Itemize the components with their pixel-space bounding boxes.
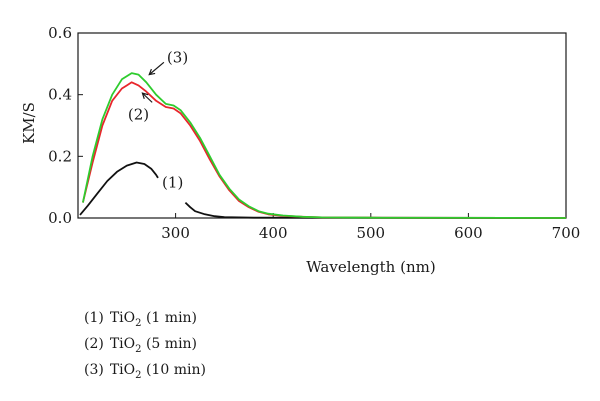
x-tick-label: 600 <box>454 224 483 242</box>
x-tick-label: 400 <box>259 224 288 242</box>
legend-item-number: (3) <box>84 361 104 378</box>
annotation-arrow <box>148 61 165 76</box>
series-line-2 <box>82 81 567 219</box>
x-tick-label: 300 <box>161 224 190 242</box>
series-line-1 <box>79 161 159 216</box>
legend-item-detail: (5 min) <box>145 335 198 352</box>
chart-series-layer <box>79 72 567 219</box>
plot-frame <box>77 32 567 219</box>
legend-item: (1) TiO2 (1 min) <box>84 308 206 334</box>
y-axis-label: KM/S <box>20 102 38 144</box>
annotation-label: (1) <box>162 174 183 192</box>
legend-item-symbol: TiO <box>109 361 136 378</box>
legend-item-subscript: 2 <box>135 369 142 381</box>
series-line-3 <box>82 72 567 219</box>
legend-item-detail: (10 min) <box>145 361 206 378</box>
annotation-label: (3) <box>167 49 188 67</box>
legend-item-detail: (1 min) <box>145 310 198 326</box>
x-axis-label: Wavelength (nm) <box>306 258 435 276</box>
legend-item-number: (1) <box>84 310 104 326</box>
y-tick-label: 0.0 <box>48 209 72 227</box>
annotation-arrowhead <box>141 92 149 100</box>
chart-annotations: (1) (2) (3) <box>128 49 188 192</box>
legend: (1) TiO2 (1 min) (2) TiO2 (5 min) (3) TiO2 … <box>84 308 206 385</box>
legend-item-number: (2) <box>84 335 104 352</box>
x-tick-label: 700 <box>552 224 581 242</box>
y-tick-label: 0.6 <box>48 24 72 42</box>
chart-axes: 300 400 500 600 700 0.0 0.2 0.4 0.6 <box>48 24 580 242</box>
series-line-1-tail <box>184 201 567 219</box>
legend-item-symbol: TiO <box>109 335 136 352</box>
y-tick-label: 0.4 <box>48 86 72 104</box>
annotation-arrowhead <box>148 68 156 76</box>
legend-item: (3) TiO2 (10 min) <box>84 360 206 386</box>
legend-item-subscript: 2 <box>135 343 142 355</box>
y-tick-label: 0.2 <box>48 147 72 165</box>
legend-item-symbol: TiO <box>109 310 136 326</box>
chart-plot: 300 400 500 600 700 0.0 0.2 0.4 0.6 (1) (2) (3) KM… <box>20 24 580 276</box>
legend-item: (2) TiO2 (5 min) <box>84 334 206 360</box>
annotation-label: (2) <box>128 106 149 124</box>
legend-item-subscript: 2 <box>135 317 142 329</box>
x-tick-label: 500 <box>356 224 385 242</box>
annotation-arrow <box>142 92 153 103</box>
